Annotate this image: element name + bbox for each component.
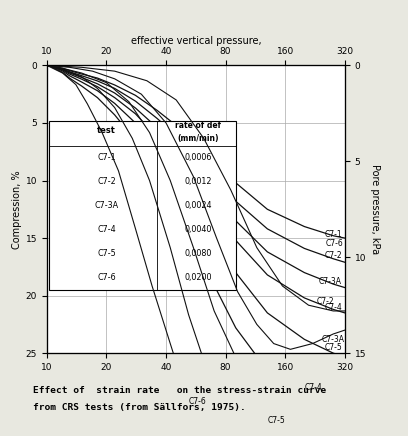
Text: 0,0040: 0,0040: [184, 225, 212, 235]
Text: (mm/min): (mm/min): [177, 134, 219, 143]
Text: C7-2: C7-2: [97, 177, 116, 187]
Text: C7-4: C7-4: [304, 383, 322, 392]
Text: C7-3A: C7-3A: [322, 335, 345, 344]
Text: Effect of  strain rate   on the stress-strain curve: Effect of strain rate on the stress-stra…: [33, 386, 326, 395]
Text: C7-2: C7-2: [324, 251, 342, 260]
Text: C7-1: C7-1: [97, 153, 116, 163]
Text: 0,0024: 0,0024: [184, 201, 212, 211]
Text: C7-3A: C7-3A: [319, 277, 342, 286]
Text: C7-2: C7-2: [316, 297, 334, 306]
Text: C7-3A: C7-3A: [94, 201, 119, 211]
X-axis label: effective vertical pressure,: effective vertical pressure,: [131, 36, 261, 46]
Text: C7-4: C7-4: [97, 225, 116, 235]
Text: test: test: [97, 126, 116, 135]
Text: from CRS tests (from Sällfors, 1975).: from CRS tests (from Sällfors, 1975).: [33, 403, 245, 412]
Text: C7-6: C7-6: [97, 273, 116, 283]
Text: C7-6: C7-6: [188, 397, 206, 405]
Text: C7-1: C7-1: [324, 230, 342, 239]
Text: C7-5: C7-5: [324, 343, 342, 352]
Bar: [49, 121, 236, 290]
Text: 0,0080: 0,0080: [184, 249, 212, 259]
Y-axis label: Compression, %: Compression, %: [11, 170, 22, 249]
Text: 0,0006: 0,0006: [184, 153, 212, 163]
Text: 0,0200: 0,0200: [184, 273, 212, 283]
Text: 0,0012: 0,0012: [184, 177, 212, 187]
Y-axis label: Pore pressure, kPa: Pore pressure, kPa: [370, 164, 380, 254]
Text: C7-5: C7-5: [267, 416, 285, 425]
Text: C7-6: C7-6: [326, 239, 344, 249]
Text: C7-5: C7-5: [97, 249, 116, 259]
Text: C7-4: C7-4: [324, 303, 342, 312]
Text: rate of def: rate of def: [175, 121, 221, 130]
